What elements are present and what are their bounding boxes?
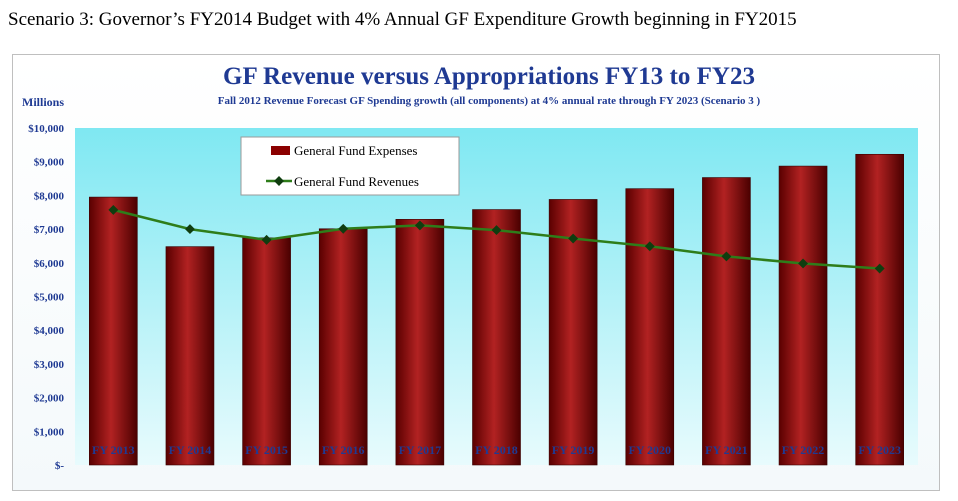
y-tick-label: $4,000	[34, 325, 65, 337]
x-tick-label: FY 2021	[705, 443, 748, 457]
x-tick-label: FY 2020	[628, 443, 671, 457]
revenue-point	[108, 204, 119, 215]
revenue-point	[414, 220, 425, 231]
x-tick-label: FY 2013	[92, 443, 135, 457]
expense-bar	[242, 237, 291, 466]
page-caption: Scenario 3: Governor’s FY2014 Budget wit…	[8, 9, 797, 30]
x-axis-ticks: FY 2013 FY 2014 FY 2015 FY 2016 FY 2017 FY 20…	[92, 443, 901, 457]
y-tick-label: $8,000	[34, 190, 65, 202]
revenue-point	[721, 251, 732, 262]
y-axis-ticks: $- $1,000 $2,000 $3,000 $4,000 $5,000 $6,000 $7…	[28, 123, 64, 472]
legend-label-expenses: General Fund Expenses	[294, 143, 417, 158]
y-tick-label: $9,000	[34, 157, 65, 169]
x-tick-label: FY 2022	[782, 443, 825, 457]
revenue-point	[568, 233, 579, 244]
x-tick-label: FY 2018	[475, 443, 518, 457]
y-tick-label: $5,000	[34, 292, 65, 304]
x-tick-label: FY 2023	[858, 443, 901, 457]
expense-bar	[165, 246, 215, 466]
x-tick-label: FY 2017	[399, 443, 442, 457]
bar-series	[89, 153, 904, 466]
y-tick-label: $6,000	[34, 258, 65, 270]
revenue-point	[338, 223, 349, 234]
expense-bar	[625, 188, 675, 466]
chart-subtitle: Fall 2012 Revenue Forecast GF Spending g…	[218, 95, 761, 107]
y-tick-label: $3,000	[34, 359, 65, 371]
revenue-point	[874, 263, 885, 274]
y-axis-label: Millions	[22, 95, 64, 109]
expense-bar	[395, 219, 445, 466]
expense-bar	[855, 153, 904, 466]
revenue-point	[644, 241, 655, 252]
revenue-point	[491, 225, 502, 236]
revenue-point	[261, 234, 272, 245]
legend-label-revenues: General Fund Revenues	[294, 174, 419, 189]
y-tick-label: $1,000	[34, 426, 65, 438]
y-tick-label: $2,000	[34, 393, 65, 405]
legend-swatch-expenses	[271, 146, 290, 155]
revenue-point	[185, 224, 195, 235]
x-tick-label: FY 2019	[552, 443, 595, 457]
y-tick-label: $7,000	[34, 224, 65, 236]
expense-bar	[548, 199, 598, 466]
x-tick-label: FY 2014	[169, 443, 212, 457]
legend-marker-revenues	[274, 176, 284, 186]
expense-bar	[89, 196, 138, 466]
revenue-point	[798, 258, 808, 269]
x-tick-label: FY 2015	[245, 443, 288, 457]
y-tick-label: $10,000	[28, 123, 64, 135]
expense-bar	[472, 209, 521, 466]
legend: General Fund Expenses General Fund Reven…	[240, 136, 460, 196]
chart-title: GF Revenue versus Appropriations FY13 to…	[223, 63, 755, 90]
line-series	[108, 204, 885, 274]
y-tick-label: $-	[55, 460, 65, 472]
expense-bar	[778, 165, 828, 466]
expense-bar	[702, 177, 751, 466]
expense-bar	[318, 228, 368, 466]
x-tick-label: FY 2016	[322, 443, 365, 457]
